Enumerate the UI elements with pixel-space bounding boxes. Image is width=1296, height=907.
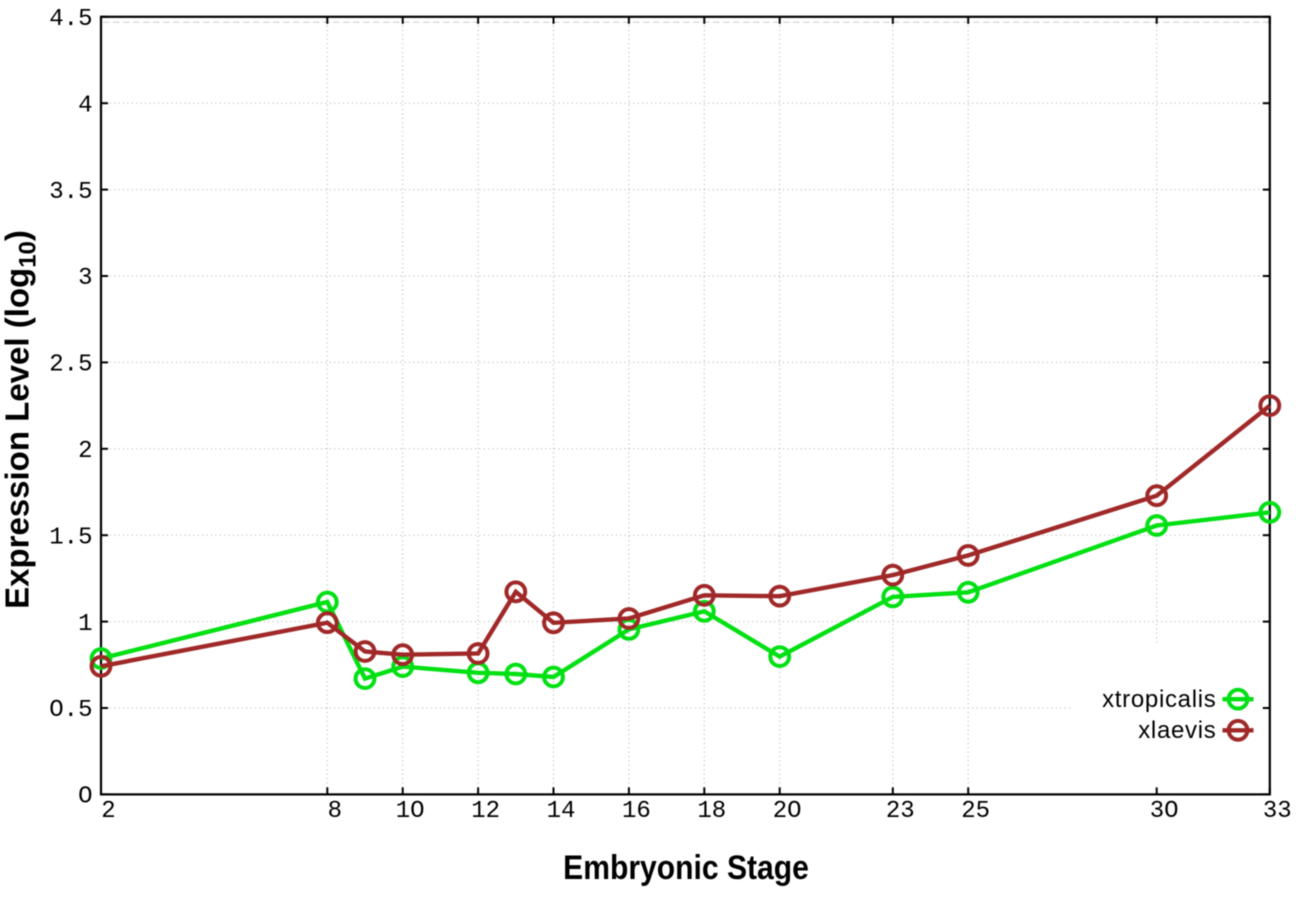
svg-text:3O: 3O <box>1150 798 1179 825</box>
svg-text:xlaevis: xlaevis <box>1138 717 1216 744</box>
svg-text:4.5: 4.5 <box>49 6 92 33</box>
svg-text:1.5: 1.5 <box>49 524 92 551</box>
svg-text:O.5: O.5 <box>49 697 92 724</box>
svg-text:33: 33 <box>1263 798 1292 825</box>
svg-text:2O: 2O <box>773 798 802 825</box>
svg-text:Embryonic Stage: Embryonic Stage <box>563 848 809 886</box>
svg-text:1O: 1O <box>396 798 425 825</box>
svg-text:xtropicalis: xtropicalis <box>1102 686 1216 713</box>
svg-text:3: 3 <box>78 265 92 292</box>
svg-text:23: 23 <box>886 798 915 825</box>
svg-text:1: 1 <box>78 611 92 638</box>
svg-text:8: 8 <box>328 798 342 825</box>
svg-text:O: O <box>78 784 92 811</box>
svg-text:2: 2 <box>78 438 92 465</box>
svg-text:25: 25 <box>961 798 990 825</box>
svg-text:12: 12 <box>471 798 500 825</box>
svg-text:18: 18 <box>697 798 726 825</box>
svg-text:3.5: 3.5 <box>49 179 92 206</box>
svg-text:2.5: 2.5 <box>49 352 92 379</box>
svg-text:2: 2 <box>101 798 115 825</box>
svg-text:16: 16 <box>622 798 651 825</box>
svg-text:14: 14 <box>547 798 576 825</box>
svg-text:4: 4 <box>78 92 92 119</box>
svg-text:Expression Level (log10): Expression Level (log10) <box>0 230 42 609</box>
